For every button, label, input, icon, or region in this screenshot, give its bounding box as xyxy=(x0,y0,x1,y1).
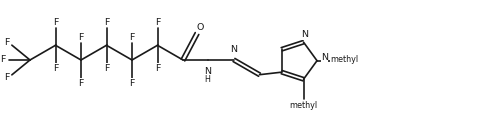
Text: N: N xyxy=(231,45,238,54)
Text: F: F xyxy=(79,33,83,42)
Text: F: F xyxy=(129,33,135,42)
Text: F: F xyxy=(3,73,9,82)
Text: O: O xyxy=(196,23,204,32)
Text: F: F xyxy=(0,55,5,65)
Text: N: N xyxy=(204,67,211,76)
Text: H: H xyxy=(205,75,210,84)
Text: F: F xyxy=(104,18,109,27)
Text: F: F xyxy=(53,64,58,73)
Text: F: F xyxy=(155,64,160,73)
Text: F: F xyxy=(129,78,135,87)
Text: F: F xyxy=(53,18,58,27)
Text: methyl: methyl xyxy=(330,55,359,64)
Text: F: F xyxy=(79,78,83,87)
Text: F: F xyxy=(3,38,9,47)
Text: N: N xyxy=(301,30,308,39)
Text: N: N xyxy=(321,53,328,62)
Text: F: F xyxy=(104,64,109,73)
Text: F: F xyxy=(155,18,160,27)
Text: methyl: methyl xyxy=(289,101,318,110)
